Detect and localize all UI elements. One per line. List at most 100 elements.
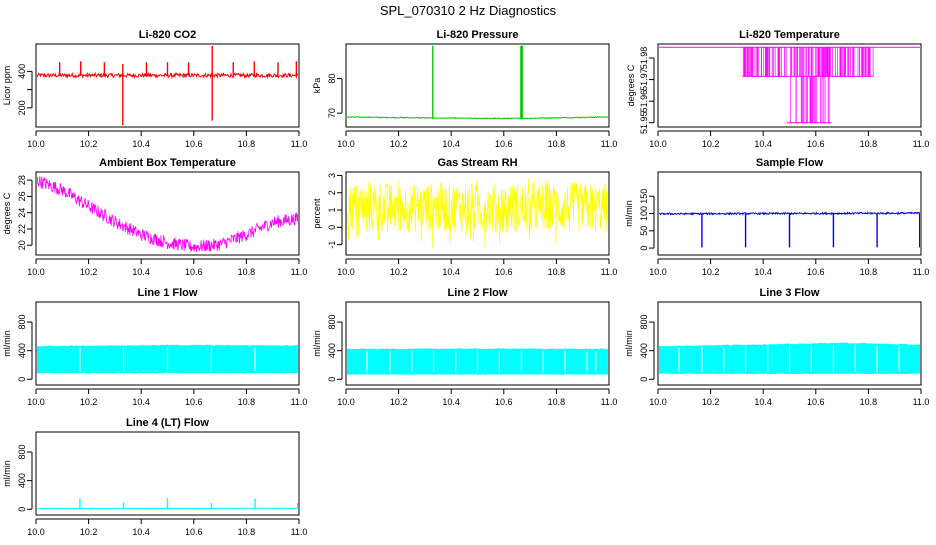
series-group xyxy=(659,46,920,124)
x-tick-label: 10.8 xyxy=(860,267,878,277)
plot-frame xyxy=(345,171,610,256)
x-tick-label: 10.6 xyxy=(495,139,513,149)
x-tick-label: 11.0 xyxy=(913,267,930,277)
y-tick-label: 1 xyxy=(327,208,337,213)
x-tick-label: 10.4 xyxy=(442,267,460,277)
y-tick-label: 20 xyxy=(17,240,27,250)
plot-frame xyxy=(345,43,610,128)
x-tick-label: 10.8 xyxy=(548,139,566,149)
chart-panel-10: Line 4 (LT) Flow 10.0 10.2 10.4 10.6 10.8 11.0… xyxy=(2,417,307,537)
y-tick-label: 400 xyxy=(327,343,337,358)
x-tick-label: 10.4 xyxy=(132,267,150,277)
y-tick-label: 2 xyxy=(327,190,337,195)
y-tick-label: 150 xyxy=(639,189,649,204)
series-line xyxy=(347,178,608,249)
chart-panel-8: Line 2 Flow 10.0 10.2 10.4 10.6 10.8 11.0 0 400 8… xyxy=(312,287,617,407)
chart-panel-6: Sample Flow 10.0 10.2 10.4 10.6 10.8 11.0 0 50 10… xyxy=(624,157,929,277)
y-tick-label: 400 xyxy=(639,343,649,358)
chart-title: Li-820 CO2 xyxy=(139,29,196,41)
y-tick-label: 50 xyxy=(639,226,649,236)
series-group xyxy=(37,176,298,252)
x-tick-label: 10.2 xyxy=(390,397,408,407)
x-tick-label: 10.6 xyxy=(185,527,203,537)
x-tick-label: 10.6 xyxy=(807,267,825,277)
y-tick-label: 400 xyxy=(17,473,27,488)
x-tick-label: 10.8 xyxy=(238,527,256,537)
plot-frame xyxy=(657,301,922,386)
x-tick-label: 11.0 xyxy=(913,139,930,149)
y-tick-label: 28 xyxy=(17,175,27,185)
x-tick-label: 10.6 xyxy=(185,397,203,407)
y-tick-label: 100 xyxy=(639,206,649,221)
x-tick-label: 10.4 xyxy=(132,139,150,149)
x-tick-label: 10.2 xyxy=(702,139,720,149)
y-tick-label: 51.98 xyxy=(639,47,649,70)
x-tick-label: 10.0 xyxy=(337,139,355,149)
series-line xyxy=(37,176,298,252)
y-axis-label: degrees C xyxy=(2,192,12,234)
series-group xyxy=(659,211,920,248)
y-axis-label: degrees C xyxy=(626,64,636,106)
x-tick-label: 10.6 xyxy=(495,397,513,407)
x-tick-label: 11.0 xyxy=(291,267,308,277)
x-tick-label: 10.6 xyxy=(185,139,203,149)
x-tick-label: 10.2 xyxy=(702,267,720,277)
x-tick-label: 11.0 xyxy=(291,139,308,149)
x-tick-label: 10.2 xyxy=(80,267,98,277)
y-tick-label: 800 xyxy=(17,445,27,460)
y-tick-label: -1 xyxy=(327,241,337,249)
series-group xyxy=(347,348,608,375)
y-tick-label: 0 xyxy=(639,377,649,382)
y-tick-label: 51.96 xyxy=(639,90,649,113)
series-group xyxy=(37,344,298,374)
x-tick-label: 10.6 xyxy=(185,267,203,277)
y-axis-label: ml/min xyxy=(624,330,634,357)
chart-title: Sample Flow xyxy=(756,157,824,169)
plot-frame xyxy=(657,171,922,256)
x-tick-label: 10.4 xyxy=(132,397,150,407)
y-tick-label: 0 xyxy=(17,377,27,382)
x-tick-label: 10.4 xyxy=(754,139,772,149)
y-tick-label: 800 xyxy=(17,315,27,330)
x-tick-label: 10.0 xyxy=(649,267,667,277)
x-tick-label: 10.0 xyxy=(27,527,45,537)
y-tick-label: 3 xyxy=(327,173,337,178)
x-tick-label: 11.0 xyxy=(291,527,308,537)
x-tick-label: 10.6 xyxy=(807,397,825,407)
chart-title: Gas Stream RH xyxy=(437,157,517,169)
x-tick-label: 10.4 xyxy=(754,267,772,277)
chart-title: Li-820 Pressure xyxy=(437,29,519,41)
series-group xyxy=(347,178,608,249)
chart-title: Line 4 (LT) Flow xyxy=(126,417,209,429)
y-tick-label: 400 xyxy=(17,64,27,79)
y-tick-label: 200 xyxy=(17,100,27,115)
x-tick-label: 10.0 xyxy=(27,397,45,407)
plot-frame xyxy=(35,431,300,516)
x-tick-label: 11.0 xyxy=(601,267,618,277)
x-tick-label: 10.0 xyxy=(649,397,667,407)
x-tick-label: 11.0 xyxy=(601,139,618,149)
chart-panel-9: Line 3 Flow 10.0 10.2 10.4 10.6 10.8 11.0 0 400 8… xyxy=(624,287,929,407)
y-tick-label: 0 xyxy=(17,507,27,512)
y-tick-label: 0 xyxy=(327,225,337,230)
chart-title: Line 3 Flow xyxy=(760,287,820,299)
series-group xyxy=(659,342,920,375)
y-tick-label: 800 xyxy=(327,315,337,330)
chart-panel-2: Li-820 Pressure 10.0 10.2 10.4 10.6 10.8 11.0 7… xyxy=(312,29,617,149)
y-axis-label: kPa xyxy=(312,78,322,94)
y-tick-label: 51.95 xyxy=(639,111,649,134)
y-tick-label: 26 xyxy=(17,191,27,201)
x-tick-label: 10.2 xyxy=(390,139,408,149)
y-axis-label: percent xyxy=(312,198,322,229)
x-tick-label: 10.8 xyxy=(860,397,878,407)
chart-panel-4: Ambient Box Temperature 10.0 10.2 10.4 10.6 1… xyxy=(2,157,307,277)
plot-frame xyxy=(35,43,300,128)
y-tick-label: 0 xyxy=(639,246,649,251)
x-tick-label: 10.0 xyxy=(649,139,667,149)
y-axis-label: ml/min xyxy=(2,330,12,357)
x-tick-label: 10.4 xyxy=(754,397,772,407)
x-tick-label: 10.8 xyxy=(860,139,878,149)
y-tick-label: 70 xyxy=(327,108,337,118)
x-tick-label: 10.8 xyxy=(548,267,566,277)
